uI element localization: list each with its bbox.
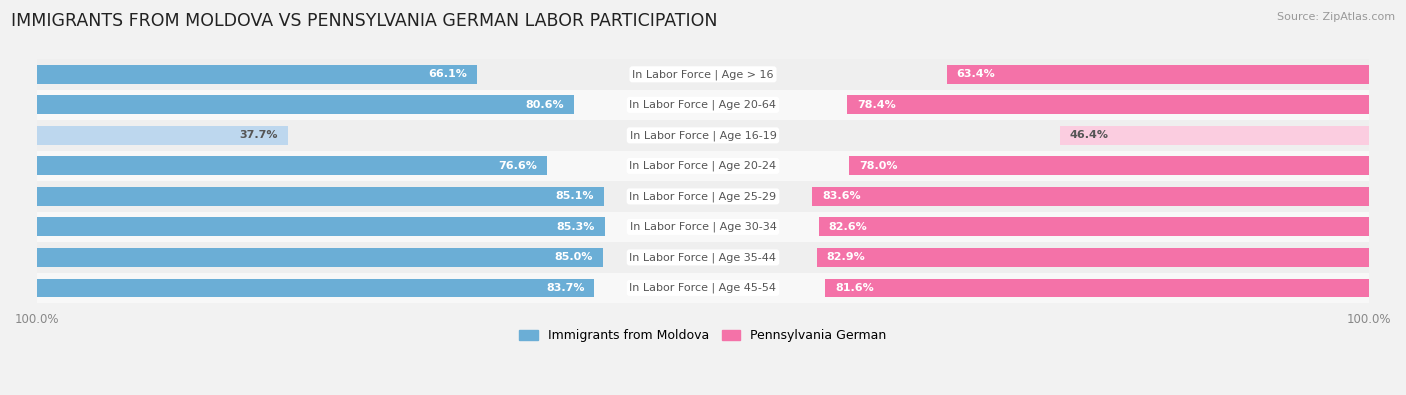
Text: In Labor Force | Age 20-64: In Labor Force | Age 20-64	[630, 100, 776, 110]
Bar	[817, 248, 1369, 267]
Text: In Labor Force | Age 20-24: In Labor Force | Age 20-24	[630, 161, 776, 171]
Text: 85.0%: 85.0%	[555, 252, 593, 262]
Text: 85.3%: 85.3%	[557, 222, 595, 232]
Bar	[37, 181, 1369, 212]
Bar	[825, 278, 1369, 297]
Text: 85.1%: 85.1%	[555, 192, 593, 201]
Text: 76.6%: 76.6%	[498, 161, 537, 171]
Bar	[818, 218, 1369, 236]
Text: Source: ZipAtlas.com: Source: ZipAtlas.com	[1277, 12, 1395, 22]
Text: 81.6%: 81.6%	[835, 283, 875, 293]
Bar	[849, 156, 1369, 175]
Text: 83.7%: 83.7%	[546, 283, 585, 293]
Text: 63.4%: 63.4%	[956, 70, 995, 79]
Bar	[37, 65, 477, 84]
Text: 83.6%: 83.6%	[823, 192, 860, 201]
Bar	[37, 156, 547, 175]
Bar	[37, 150, 1369, 181]
Bar	[37, 59, 1369, 90]
Text: In Labor Force | Age 16-19: In Labor Force | Age 16-19	[630, 130, 776, 141]
Bar	[37, 248, 603, 267]
Text: 80.6%: 80.6%	[526, 100, 564, 110]
Bar	[37, 278, 595, 297]
Text: 66.1%: 66.1%	[429, 70, 467, 79]
Bar	[37, 90, 1369, 120]
Text: 46.4%: 46.4%	[1070, 130, 1109, 140]
Bar	[37, 212, 1369, 242]
Bar	[37, 120, 1369, 150]
Text: In Labor Force | Age 45-54: In Labor Force | Age 45-54	[630, 283, 776, 293]
Text: 82.6%: 82.6%	[828, 222, 868, 232]
Text: 37.7%: 37.7%	[240, 130, 278, 140]
Text: In Labor Force | Age 35-44: In Labor Force | Age 35-44	[630, 252, 776, 263]
Text: 82.9%: 82.9%	[827, 252, 866, 262]
Bar	[1060, 126, 1369, 145]
Bar	[946, 65, 1369, 84]
Bar	[846, 96, 1369, 114]
Text: In Labor Force | Age > 16: In Labor Force | Age > 16	[633, 69, 773, 79]
Text: 78.4%: 78.4%	[856, 100, 896, 110]
Bar	[37, 273, 1369, 303]
Bar	[37, 218, 605, 236]
Legend: Immigrants from Moldova, Pennsylvania German: Immigrants from Moldova, Pennsylvania Ge…	[515, 324, 891, 347]
Bar	[37, 126, 288, 145]
Bar	[37, 242, 1369, 273]
Text: IMMIGRANTS FROM MOLDOVA VS PENNSYLVANIA GERMAN LABOR PARTICIPATION: IMMIGRANTS FROM MOLDOVA VS PENNSYLVANIA …	[11, 12, 717, 30]
Bar	[37, 187, 603, 206]
Text: In Labor Force | Age 25-29: In Labor Force | Age 25-29	[630, 191, 776, 202]
Text: 78.0%: 78.0%	[859, 161, 898, 171]
Text: In Labor Force | Age 30-34: In Labor Force | Age 30-34	[630, 222, 776, 232]
Bar	[813, 187, 1369, 206]
Bar	[37, 96, 574, 114]
